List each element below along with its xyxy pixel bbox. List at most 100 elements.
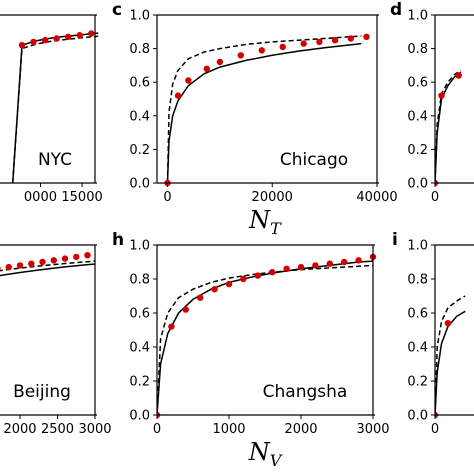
data-point [444, 320, 452, 327]
y-tick-label: 0.6 [129, 307, 150, 322]
y-tick-label: 1.0 [129, 239, 150, 254]
axes-frame [156, 14, 379, 184]
data-point [438, 92, 445, 99]
y-tick-label: 0.8 [129, 273, 150, 288]
panel-panel-d: 0.0 0.2 0.4 0.6 0.8 1.0 0 d [390, 0, 474, 205]
solid-model-line [0, 263, 96, 277]
dashed-model-line [166, 35, 362, 184]
panel-panel-i: 0.0 0.2 0.4 0.6 0.8 1.0 0 i [392, 230, 474, 437]
solid-model-line [435, 310, 466, 416]
city-annotation: Changsha [263, 382, 348, 402]
y-tick-label: 1.0 [129, 9, 150, 24]
y-tick-label: 0.6 [407, 307, 428, 322]
panel-letter: c [112, 0, 122, 20]
data-point [76, 32, 83, 39]
panel-changsha: 0.0 0.2 0.4 0.6 0.8 1.0 0 1000 2000 3000 Changsha h… [112, 230, 390, 470]
y-tick-label: 0.4 [129, 109, 150, 124]
data-point [216, 58, 224, 66]
data-point [331, 37, 339, 44]
data-point [254, 272, 261, 279]
y-tick-label: 0.2 [129, 143, 150, 158]
solid-model-line [435, 71, 462, 184]
panel-letter: h [112, 230, 124, 250]
x-tick-label: 0 [153, 422, 161, 437]
axes-frame [156, 244, 375, 416]
x-axis-label: NT [248, 206, 282, 238]
y-tick-label: 1.0 [407, 9, 428, 24]
data-point [455, 72, 462, 79]
y-tick-label: 0.4 [407, 341, 428, 356]
x-tick-label: 15000 [61, 190, 102, 205]
data-point [30, 38, 37, 46]
data-point [269, 269, 276, 276]
data-point [5, 263, 12, 271]
panel-nyc: 0000 15000 NYC [0, 14, 103, 205]
data-point [283, 265, 290, 272]
x-tick-label: 2000 [284, 422, 317, 437]
solid-model-line [166, 42, 362, 184]
dashed-model-line [435, 69, 462, 184]
y-tick-label: 0.4 [407, 109, 428, 124]
x-tick-label: 0000 [24, 190, 57, 205]
city-annotation: Beijing [13, 382, 71, 402]
data-point [61, 255, 69, 262]
y-tick-label: 0.0 [407, 177, 428, 192]
axes-frame [0, 244, 97, 416]
data-point [355, 257, 362, 264]
y-tick-label: 0.0 [407, 409, 428, 424]
axes-frame [434, 244, 474, 416]
panel-chicago: 0.0 0.2 0.4 0.6 0.8 1.0 0 20000 40000 Chicago c NT [112, 0, 398, 238]
dashed-model-line [435, 295, 466, 416]
x-tick-label: 0 [431, 422, 439, 437]
data-point [185, 77, 192, 84]
y-tick-label: 0.4 [129, 341, 150, 356]
data-point [312, 262, 319, 269]
y-tick-label: 0.0 [129, 409, 150, 424]
data-point [237, 52, 244, 59]
y-tick-label: 0.0 [129, 177, 150, 192]
data-point [300, 40, 307, 47]
y-tick-label: 0.2 [407, 143, 428, 158]
data-point [182, 306, 189, 313]
x-tick-label: 2000 [3, 422, 36, 437]
y-tick-label: 0.6 [407, 76, 428, 91]
data-point [28, 260, 35, 267]
y-tick-label: 1.0 [407, 239, 428, 254]
data-point [18, 42, 26, 49]
axes-frame [0, 14, 97, 184]
data-point [347, 35, 354, 42]
data-point [225, 280, 233, 288]
data-point [53, 35, 60, 42]
data-point [279, 43, 286, 51]
data-point [203, 65, 210, 73]
data-point [16, 262, 24, 269]
data-point [297, 263, 305, 271]
panel-letter: d [390, 0, 402, 20]
y-tick-label: 0.8 [407, 273, 428, 288]
data-point [197, 294, 204, 301]
data-point [316, 38, 323, 46]
data-point [258, 47, 265, 54]
data-point [326, 260, 333, 267]
data-point [88, 30, 95, 37]
data-point [39, 258, 46, 266]
dashed-model-line [157, 264, 374, 416]
x-tick-label: 1000 [212, 422, 245, 437]
city-annotation: NYC [38, 150, 72, 170]
data-point [73, 253, 80, 261]
x-tick-label: 3000 [356, 422, 389, 437]
data-point [363, 33, 370, 40]
data-point [65, 33, 72, 40]
x-axis-label: NV [248, 438, 283, 470]
data-point [84, 252, 91, 259]
y-tick-label: 0.2 [407, 375, 428, 390]
axes-frame [434, 14, 474, 184]
city-annotation: Chicago [280, 150, 348, 170]
y-tick-label: 0.8 [129, 42, 150, 57]
panel-beijing: 2000 2500 3000 Beijing [0, 244, 112, 437]
data-point [168, 323, 175, 330]
panel-letter: i [392, 230, 398, 250]
data-point [174, 92, 182, 99]
x-tick-label: 2500 [41, 422, 74, 437]
